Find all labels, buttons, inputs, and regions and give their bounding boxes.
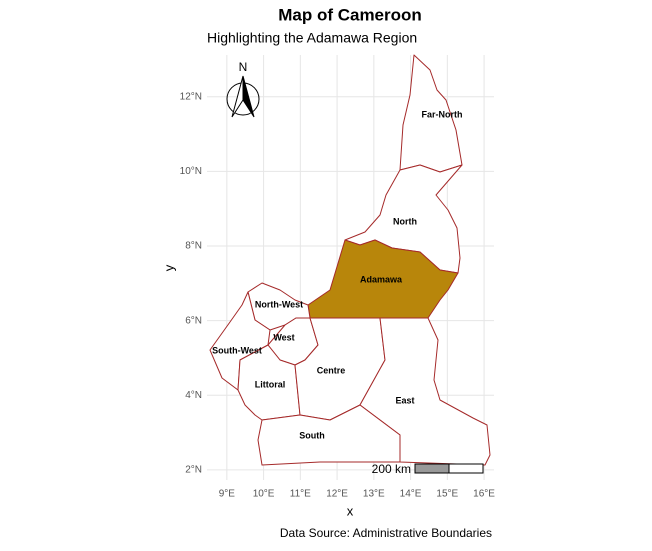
x-tick-label: 13°E	[363, 489, 385, 500]
y-tick-label: 8°N	[185, 241, 202, 252]
region-label: North-West	[255, 299, 303, 309]
scale-segment	[414, 463, 450, 474]
x-tick-label: 9°E	[219, 489, 236, 500]
x-tick-label: 10°E	[253, 489, 275, 500]
x-tick-label: 14°E	[400, 489, 422, 500]
region-shape	[257, 404, 401, 466]
region-label: South	[299, 430, 325, 440]
region-label: Centre	[317, 365, 346, 375]
y-tick-label: 10°N	[180, 166, 202, 177]
region-label: East	[395, 395, 414, 405]
x-tick-label: 11°E	[290, 489, 311, 500]
y-tick-label: 4°N	[185, 390, 202, 401]
region-label: South-West	[212, 345, 262, 355]
map-subtitle: Highlighting the Adamawa Region	[207, 30, 417, 46]
y-tick-label: 2°N	[185, 465, 202, 476]
x-axis-label: x	[347, 503, 354, 518]
region-label: North	[393, 216, 417, 226]
north-label: N	[239, 60, 248, 74]
north-arrow: N	[226, 60, 260, 118]
y-tick-label: 12°N	[180, 91, 202, 102]
region-label: Adamawa	[360, 274, 403, 284]
region-label: Littoral	[255, 379, 286, 389]
map-title: Map of Cameroon	[278, 5, 422, 24]
region-label: West	[273, 332, 294, 342]
x-tick-label: 15°E	[436, 489, 458, 500]
arrow-right	[242, 75, 255, 118]
y-axis-label: y	[161, 264, 176, 271]
x-tick-label: 16°E	[473, 489, 495, 500]
x-tick-label: 12°E	[326, 489, 348, 500]
regions: Far-North North Adamawa North-West West South…	[209, 54, 491, 466]
region-label: Far-North	[422, 109, 463, 119]
caption: Data Source: Administrative Boundaries	[280, 526, 492, 540]
y-tick-label: 6°N	[185, 315, 202, 326]
scale-bar: 200 km	[372, 462, 484, 476]
scale-segment	[448, 463, 484, 474]
scale-label: 200 km	[372, 462, 411, 476]
